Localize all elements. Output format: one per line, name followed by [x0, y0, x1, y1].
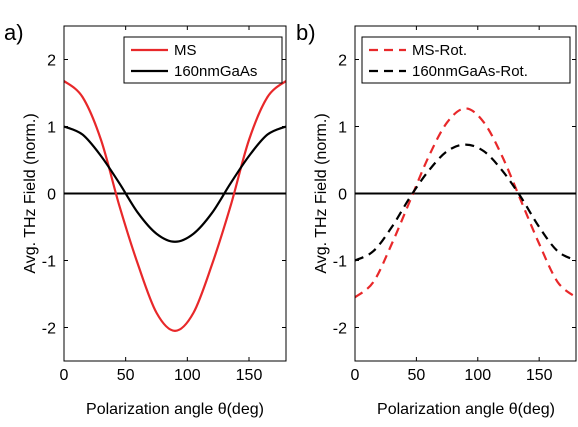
legend-box — [123, 36, 283, 84]
legend-entry: 160nmGaAs — [174, 63, 257, 80]
y-axis-label: Avg. THz Field (norm.) — [22, 113, 39, 273]
series-line-2 — [355, 143, 576, 262]
y-tick-label: -1 — [42, 254, 56, 271]
x-axis-label: Polarization angle θ(deg) — [377, 401, 555, 418]
x-tick-label: 0 — [351, 367, 360, 384]
y-tick-label: 1 — [338, 120, 347, 137]
legend: MS-Rot. 160nmGaAs-Rot. — [361, 36, 571, 84]
legend: MS 160nmGaAs — [123, 36, 283, 84]
y-tick-label: 1 — [47, 120, 56, 137]
x-tick-label: 150 — [526, 367, 553, 384]
x-tick-label: 150 — [236, 367, 263, 384]
y-tick-label: 0 — [47, 187, 56, 204]
y-tick-label: 2 — [47, 53, 56, 70]
x-tick-label: 100 — [464, 367, 491, 384]
y-tick-label: -2 — [333, 321, 347, 338]
legend-entry: MS-Rot. — [412, 42, 467, 59]
legend-entry: 160nmGaAs-Rot. — [412, 63, 528, 80]
y-tick-label: -2 — [42, 321, 56, 338]
x-tick-label: 50 — [117, 367, 135, 384]
x-tick-label: 50 — [407, 367, 425, 384]
y-axis-label: Avg. THz Field (norm.) — [313, 113, 330, 273]
x-axis-label: Polarization angle θ(deg) — [86, 401, 264, 418]
legend-entry: MS — [174, 42, 197, 59]
chart-panel-1: a) 0 50 100 150 -2 -1 0 1 2 Polarization angle θ(d… — [4, 20, 287, 418]
y-tick-label: 2 — [338, 53, 347, 70]
panel-label: b) — [296, 20, 316, 45]
chart-panel-2: b) 0 50 100 150 -2 -1 0 1 2 Polarization angle θ(d… — [296, 20, 577, 418]
y-tick-label: 0 — [338, 187, 347, 204]
legend-box — [361, 36, 571, 84]
series-line-1 — [64, 80, 286, 332]
panel-label: a) — [4, 20, 24, 45]
y-tick-label: -1 — [333, 254, 347, 271]
series-line-2 — [64, 125, 286, 243]
x-tick-label: 100 — [174, 367, 201, 384]
series-line-1 — [355, 107, 576, 299]
x-tick-label: 0 — [60, 367, 69, 384]
